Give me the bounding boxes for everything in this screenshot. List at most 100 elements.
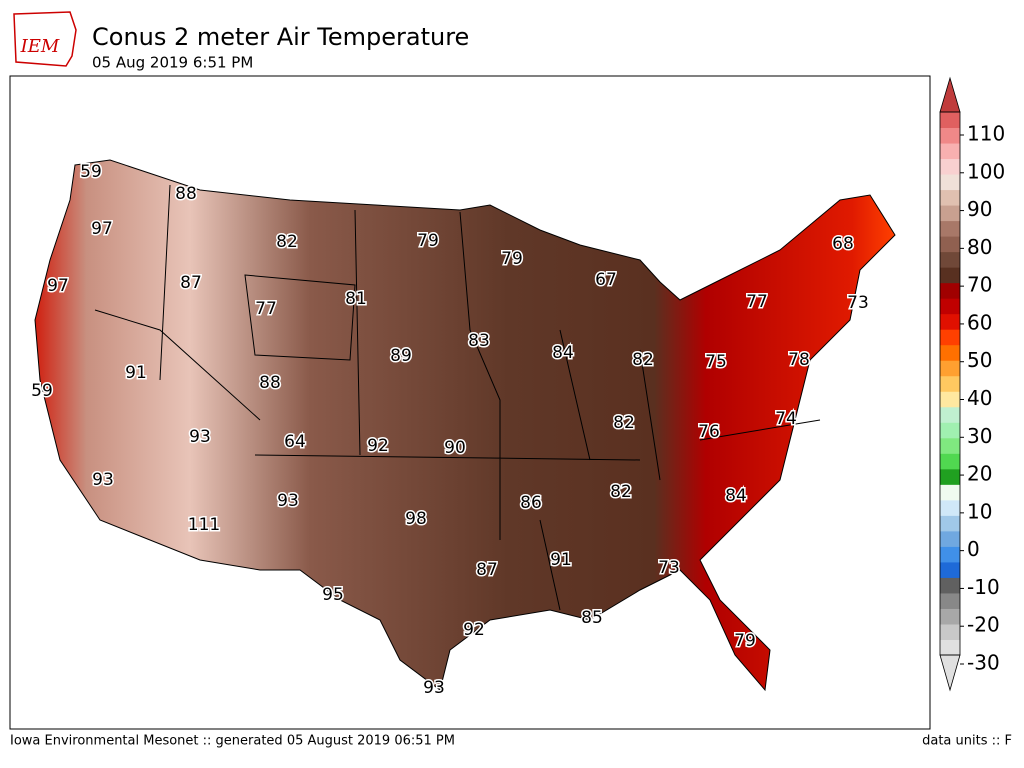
colorbar-frame <box>939 111 961 656</box>
colorbar-band <box>940 623 960 640</box>
colorbar-tick-label: 60 <box>967 310 992 334</box>
temperature-label: 59 <box>80 162 102 182</box>
colorbar-band <box>940 360 960 377</box>
temperature-label: 83 <box>468 331 490 351</box>
temperature-label: 84 <box>552 343 574 363</box>
colorbar-tick-label: 100 <box>967 159 1005 183</box>
colorbar-band <box>940 391 960 408</box>
colorbar-arrow-high <box>939 76 961 113</box>
temperature-label: 88 <box>175 184 197 204</box>
temperature-label: 75 <box>705 352 727 372</box>
temperature-label: 85 <box>581 608 603 628</box>
us-map <box>34 159 896 692</box>
colorbar-tick-label: 80 <box>967 235 992 259</box>
temperature-label: 67 <box>595 270 617 290</box>
temperature-label: 92 <box>463 620 485 640</box>
colorbar-tick-label: 10 <box>967 499 992 523</box>
temperature-label: 90 <box>444 438 466 458</box>
temperature-label: 82 <box>613 413 635 433</box>
temperature-label: 64 <box>284 432 306 452</box>
colorbar-band <box>940 468 960 485</box>
colorbar-band <box>940 375 960 392</box>
colorbar-tick-label: -20 <box>967 613 1000 637</box>
temperature-label: 78 <box>788 350 810 370</box>
colorbar-tick-label: 70 <box>967 273 992 297</box>
colorbar-band <box>940 220 960 237</box>
temperature-label: 76 <box>698 422 720 442</box>
temperature-label: 77 <box>255 299 277 319</box>
colorbar-band <box>940 158 960 175</box>
temperature-label: 79 <box>417 231 439 251</box>
colorbar-tick-label: -30 <box>967 651 1000 675</box>
temperature-label: 89 <box>390 346 412 366</box>
state-lines <box>94 184 821 611</box>
temperature-label: 93 <box>423 678 445 698</box>
temperature-label: 87 <box>476 560 498 580</box>
temperature-label: 91 <box>550 550 572 570</box>
colorbar-tick-label: 30 <box>967 424 992 448</box>
colorbar: -30 -20 -10 0 10 20 30 40 50 60 70 80 90 100 110 <box>939 76 1005 692</box>
temperature-label: 93 <box>92 470 114 490</box>
temperature-label: 87 <box>180 273 202 293</box>
temperature-label: 97 <box>91 219 113 239</box>
temperature-label: 88 <box>259 373 281 393</box>
colorbar-band <box>940 422 960 439</box>
temperature-label: 68 <box>832 234 854 254</box>
title: Conus 2 meter Air Temperature <box>92 23 469 51</box>
temperature-label: 77 <box>746 292 768 312</box>
colorbar-band <box>940 437 960 454</box>
temperature-label: 74 <box>775 409 797 429</box>
temperature-label: 82 <box>610 482 632 502</box>
colorbar-tick-label: 110 <box>967 122 1005 146</box>
colorbar-band <box>940 546 960 563</box>
colorbar-band <box>940 127 960 144</box>
logo-text: IEM <box>20 36 60 57</box>
colorbar-tick-label: -10 <box>967 575 1000 599</box>
temperature-label: 92 <box>367 436 389 456</box>
temperature-label: 86 <box>520 493 542 513</box>
colorbar-band <box>940 236 960 253</box>
temperature-label: 95 <box>322 585 344 605</box>
colorbar-band <box>940 484 960 501</box>
colorbar-band <box>940 267 960 284</box>
temperature-label: 73 <box>847 293 869 313</box>
temperature-label: 82 <box>276 232 298 252</box>
colorbar-band <box>940 298 960 315</box>
colorbar-band <box>940 174 960 191</box>
colorbar-band <box>940 639 960 656</box>
subtitle: 05 Aug 2019 6:51 PM <box>92 54 253 72</box>
colorbar-band <box>940 313 960 330</box>
temperature-label: 73 <box>658 558 680 578</box>
colorbar-tick-label: 40 <box>967 386 992 410</box>
colorbar-band <box>940 344 960 361</box>
colorbar-band <box>940 453 960 470</box>
footer-right: data units :: F <box>922 734 1012 749</box>
temperature-label: 81 <box>345 289 367 309</box>
colorbar-band <box>940 143 960 160</box>
colorbar-tick-label: 50 <box>967 348 992 372</box>
colorbar-band <box>940 329 960 346</box>
temperature-label: 93 <box>189 427 211 447</box>
temperature-label: 98 <box>405 509 427 529</box>
temperature-label: 79 <box>501 249 523 269</box>
colorbar-band <box>940 577 960 594</box>
logo: IEM <box>13 11 77 67</box>
colorbar-band <box>940 189 960 206</box>
colorbar-band <box>940 205 960 222</box>
temperature-label: 79 <box>734 631 756 651</box>
colorbar-tick-label: 0 <box>967 537 980 561</box>
colorbar-band <box>940 282 960 299</box>
colorbar-band <box>940 251 960 268</box>
colorbar-tick-label: 90 <box>967 197 992 221</box>
label-layer: 59 97 88 82 79 79 68 67 97 87 77 81 73 77 83 84 82 75 78 89… <box>30 161 871 700</box>
colorbar-band <box>940 406 960 423</box>
colorbar-band <box>940 592 960 609</box>
colorbar-band <box>940 530 960 547</box>
temperature-label: 91 <box>125 363 147 383</box>
colorbar-tick-label: 20 <box>967 462 992 486</box>
colorbar-band <box>940 561 960 578</box>
colorbar-band <box>940 515 960 532</box>
temperature-label: 93 <box>277 491 299 511</box>
colorbar-band <box>940 608 960 625</box>
